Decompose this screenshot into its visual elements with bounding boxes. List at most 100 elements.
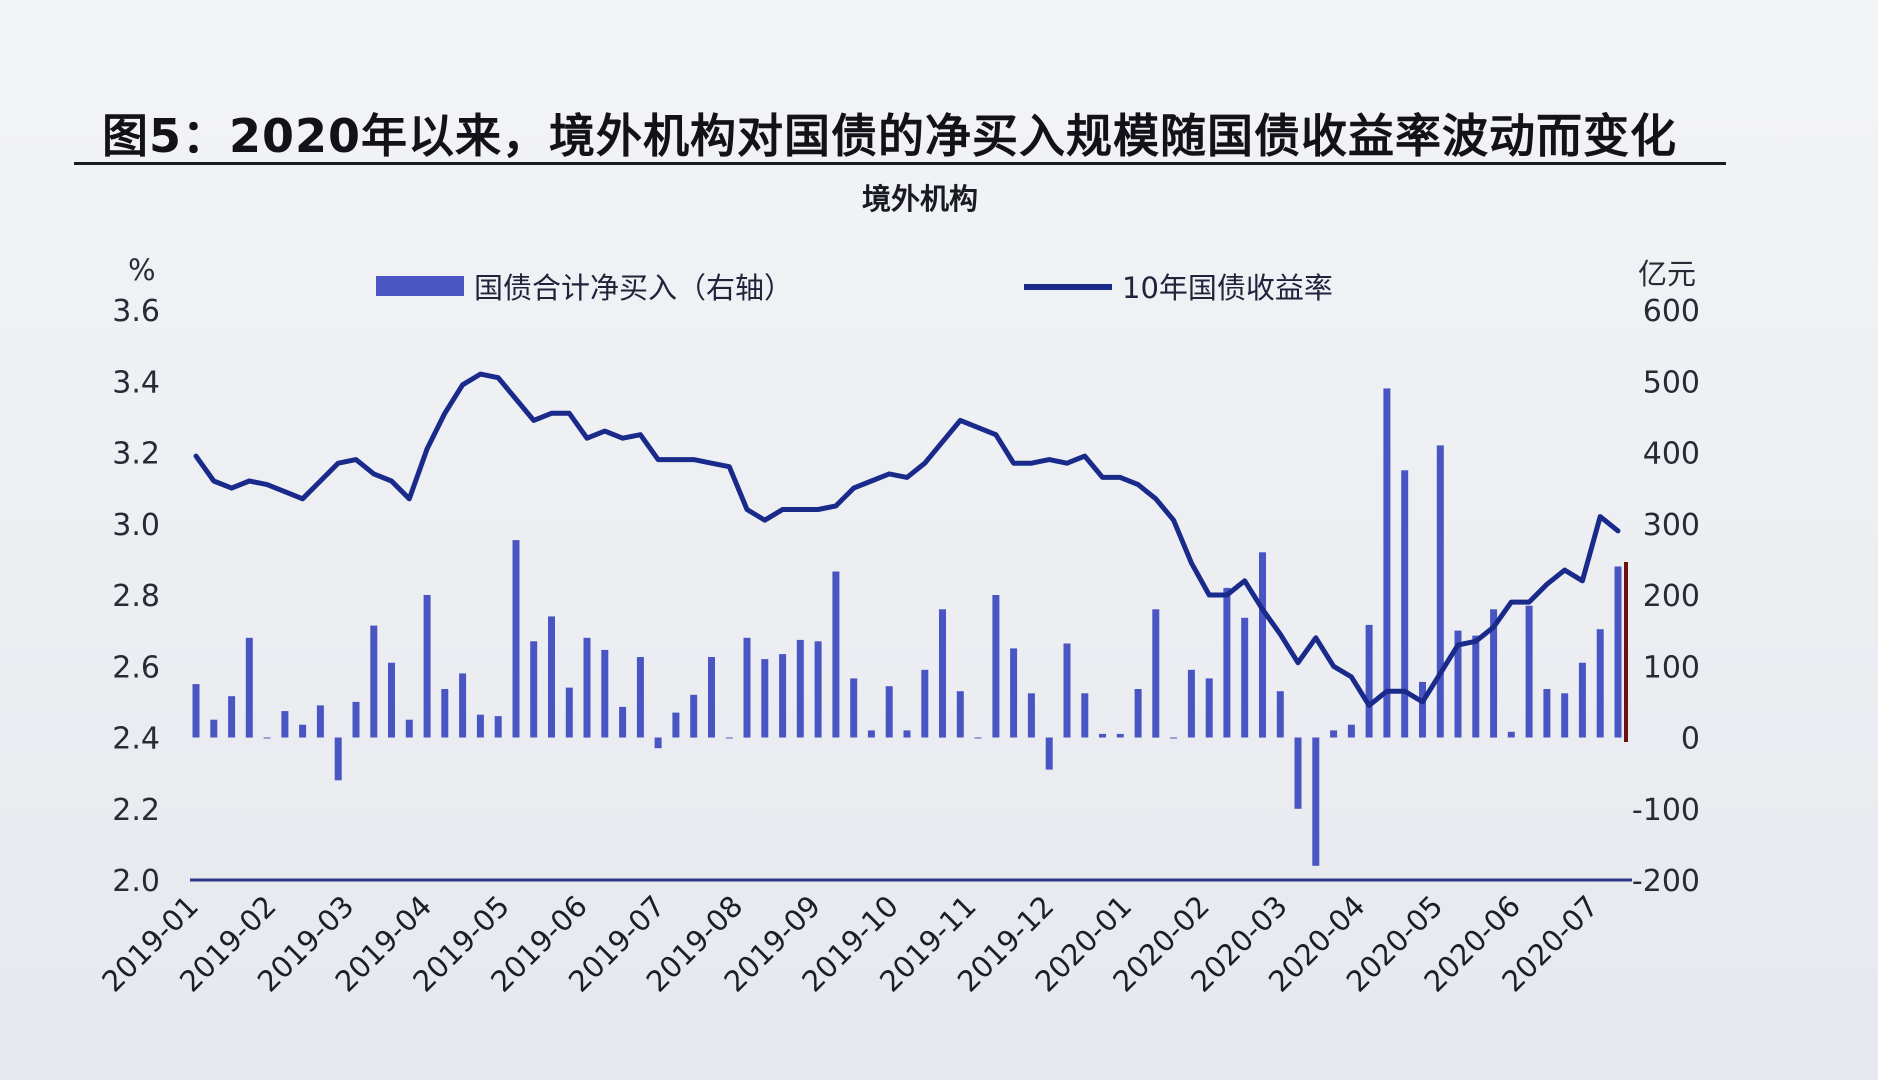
net-purchase-bar: [281, 711, 289, 738]
net-purchase-bar: [263, 737, 271, 739]
left-axis-tick-label: 2.8: [112, 579, 160, 614]
left-axis-tick-label: 2.2: [112, 793, 160, 828]
bar-series: [192, 388, 1622, 866]
net-purchase-bar: [228, 696, 236, 738]
net-purchase-bar: [1276, 691, 1284, 738]
net-purchase-bar: [921, 669, 929, 738]
net-purchase-bar: [672, 712, 680, 738]
right-axis-tick-label: 400: [1643, 437, 1700, 472]
net-purchase-bar: [334, 737, 342, 781]
right-axis-tick-label: 300: [1643, 508, 1700, 543]
net-purchase-bar: [530, 641, 538, 738]
net-purchase-bar: [1116, 733, 1124, 738]
net-purchase-bar: [192, 684, 200, 738]
net-purchase-bar: [1578, 662, 1586, 738]
net-purchase-bar: [583, 637, 591, 738]
net-purchase-bar: [814, 641, 822, 738]
net-purchase-bar: [494, 716, 502, 738]
net-purchase-bar: [1543, 689, 1551, 738]
net-purchase-bar: [779, 654, 787, 738]
x-axis-labels: 2019-012019-022019-032019-042019-052019-…: [95, 889, 1605, 999]
title-rule: [74, 162, 1726, 165]
net-purchase-bar: [1010, 648, 1018, 738]
net-purchase-bar: [974, 737, 982, 739]
net-purchase-bar: [1454, 630, 1462, 738]
net-purchase-bar: [743, 637, 751, 738]
left-axis-tick-label: 3.0: [112, 508, 160, 543]
net-purchase-bar: [352, 701, 360, 738]
net-purchase-bar: [548, 616, 555, 738]
net-purchase-bar: [725, 737, 733, 739]
net-purchase-bar: [956, 691, 964, 738]
net-purchase-bar: [1152, 609, 1160, 738]
net-purchase-bar: [1170, 737, 1178, 739]
right-axis-unit: 亿元: [1638, 257, 1696, 291]
net-purchase-bar: [370, 625, 378, 738]
left-axis-tick-label: 2.4: [112, 722, 160, 757]
net-purchase-bar: [1045, 737, 1053, 770]
net-purchase-bar: [867, 730, 875, 738]
left-axis-tick-label: 2.0: [112, 864, 160, 899]
net-purchase-bar: [1223, 587, 1231, 738]
net-purchase-bar: [459, 673, 467, 738]
net-purchase-bar: [423, 595, 431, 738]
net-purchase-bar: [1347, 724, 1355, 738]
net-purchase-bar: [761, 659, 769, 738]
net-purchase-bar: [619, 706, 627, 738]
net-purchase-bar: [992, 595, 1000, 738]
net-purchase-bar: [1525, 605, 1533, 738]
net-purchase-bar: [654, 737, 662, 749]
net-purchase-bar: [1294, 737, 1302, 809]
right-axis-tick-label: -100: [1632, 793, 1700, 828]
net-purchase-bar: [476, 714, 484, 738]
left-axis-tick-label: 2.6: [112, 650, 160, 685]
net-purchase-bar: [903, 730, 911, 738]
chart-subtitle: 境外机构: [861, 182, 978, 216]
net-purchase-bar: [565, 687, 573, 738]
net-purchase-bar: [1259, 552, 1266, 738]
legend-line-label: 10年国债收益率: [1122, 271, 1333, 305]
yield-line-series: [193, 371, 1621, 708]
net-purchase-bar: [1383, 388, 1391, 738]
right-axis-tick-label: 500: [1643, 365, 1700, 400]
net-purchase-bar: [388, 662, 395, 738]
net-purchase-bar: [1241, 617, 1249, 738]
net-purchase-bar: [1472, 635, 1480, 738]
left-axis-tick-label: 3.6: [112, 294, 160, 329]
net-purchase-bar: [441, 689, 449, 738]
net-purchase-bar: [885, 686, 893, 738]
net-purchase-bar: [1134, 689, 1142, 738]
right-axis-tick-label: 100: [1643, 650, 1700, 685]
legend: 国债合计净买入（右轴） 10年国债收益率: [376, 271, 1333, 305]
net-purchase-bar: [1561, 693, 1569, 738]
net-purchase-bar: [1099, 733, 1106, 738]
right-axis-tick-label: 600: [1643, 294, 1700, 329]
net-purchase-bar: [1507, 731, 1515, 738]
net-purchase-bar: [1205, 678, 1213, 738]
left-axis-unit: %: [128, 253, 156, 287]
net-purchase-bar: [1063, 643, 1071, 738]
net-purchase-bar: [850, 678, 858, 738]
net-purchase-bar: [1027, 693, 1035, 738]
right-axis-tick-label: 0: [1681, 722, 1700, 757]
right-axis-tick-label: 200: [1643, 579, 1700, 614]
net-purchase-bar: [210, 719, 218, 738]
left-axis-tick-label: 3.4: [112, 365, 160, 400]
net-purchase-bar: [690, 694, 698, 738]
net-purchase-bar: [1419, 681, 1426, 738]
net-purchase-bar: [1365, 624, 1373, 738]
legend-bar-swatch: [376, 276, 464, 296]
net-purchase-bar: [1401, 470, 1409, 738]
right-axis-tick-label: -200: [1632, 864, 1700, 899]
net-purchase-bar: [601, 649, 609, 738]
net-purchase-bar: [832, 571, 840, 738]
net-purchase-bar: [1614, 566, 1622, 738]
net-purchase-bar: [1596, 629, 1604, 738]
left-axis-tick-label: 3.2: [112, 437, 160, 472]
right-axis-ticks: 600 500 400 300 200 100 0 -100 -200: [1632, 294, 1700, 899]
net-purchase-bar: [1081, 693, 1089, 738]
net-purchase-bar: [405, 719, 413, 738]
net-purchase-bar: [512, 540, 520, 738]
